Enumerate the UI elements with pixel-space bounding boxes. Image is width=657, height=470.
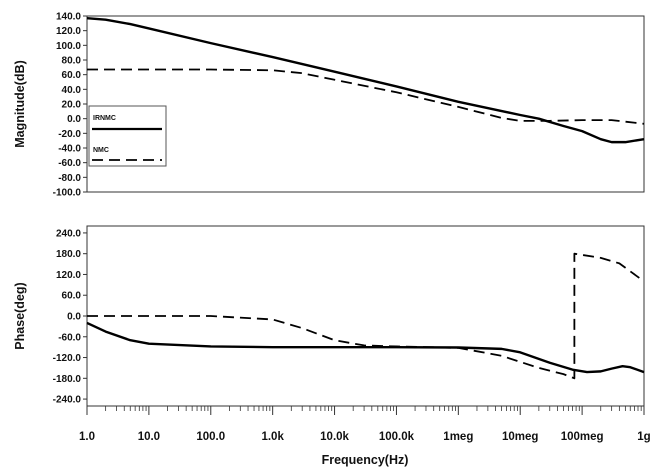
x-tick-label: 10.0 bbox=[138, 431, 160, 443]
magnitude-y-tick-label: 0.0 bbox=[67, 114, 81, 125]
magnitude-y-tick-label: 60.0 bbox=[62, 70, 82, 81]
x-tick-label: 1.0k bbox=[261, 431, 284, 443]
phase-y-axis: 240.0 180.0 120.0 60.0 0.0 -60.0 -120.0 -180.0 -… bbox=[53, 228, 87, 406]
phase-plot-frame bbox=[86, 225, 645, 407]
x-tick-label: 1meg bbox=[443, 431, 473, 443]
magnitude-series bbox=[86, 17, 645, 144]
x-tick-label: 1.0 bbox=[79, 431, 95, 443]
x-tick-label: 100.0 bbox=[196, 431, 225, 443]
phase-y-tick-label: 120.0 bbox=[56, 270, 81, 281]
magnitude-y-axis: 140.0 120.0 100.0 80.0 60.0 40.0 20.0 0.0 -20.0 -… bbox=[53, 12, 87, 199]
magnitude-y-tick-label: 40.0 bbox=[62, 85, 82, 96]
magnitude-y-tick-label: 140.0 bbox=[56, 12, 81, 23]
magnitude-y-tick-label: 100.0 bbox=[56, 41, 81, 52]
magnitude-y-tick-label: -80.0 bbox=[58, 173, 81, 184]
phase-series-nmc bbox=[87, 252, 645, 380]
magnitude-series-nmc bbox=[87, 68, 645, 125]
phase-y-tick-label: -180.0 bbox=[53, 374, 82, 385]
magnitude-y-tick-label: -40.0 bbox=[58, 144, 81, 155]
phase-y-tick-label: 60.0 bbox=[62, 291, 82, 302]
magnitude-y-tick-label: 80.0 bbox=[62, 56, 82, 67]
phase-series-irnmc bbox=[86, 321, 645, 374]
phase-y-tick-label: -60.0 bbox=[58, 332, 81, 343]
magnitude-y-tick-label: -60.0 bbox=[58, 158, 81, 169]
phase-y-tick-label: 180.0 bbox=[56, 249, 81, 260]
magnitude-series-irnmc bbox=[86, 17, 645, 144]
phase-y-tick-label: 0.0 bbox=[67, 312, 81, 323]
magnitude-y-tick-label: -100.0 bbox=[53, 188, 82, 199]
x-tick-label: 10.0k bbox=[320, 431, 349, 443]
legend-label-nmc: NMC bbox=[93, 147, 109, 154]
x-tick-label: 100.0k bbox=[379, 431, 415, 443]
magnitude-y-tick-label: 120.0 bbox=[56, 26, 81, 37]
frequency-x-axis: 1.0 10.0 100.0 1.0k 10.0k 100.0k 1meg 10meg 100m… bbox=[79, 406, 651, 443]
legend-label-irnmc: IRNMC bbox=[93, 115, 116, 122]
phase-y-tick-label: -240.0 bbox=[53, 395, 82, 406]
magnitude-y-tick-label: -20.0 bbox=[58, 129, 81, 140]
magnitude-panel: 140.0 120.0 100.0 80.0 60.0 40.0 20.0 0.0 -20.0 -… bbox=[13, 12, 645, 199]
legend-box bbox=[88, 105, 167, 167]
magnitude-axis-title: Magnitude(dB) bbox=[13, 60, 27, 147]
magnitude-plot-frame bbox=[86, 15, 645, 193]
x-tick-label: 10meg bbox=[502, 431, 538, 443]
phase-panel: 240.0 180.0 120.0 60.0 0.0 -60.0 -120.0 -180.0 -… bbox=[13, 225, 645, 407]
phase-y-tick-label: 240.0 bbox=[56, 228, 81, 239]
phase-y-tick-label: -120.0 bbox=[53, 353, 82, 364]
legend: IRNMC NMC bbox=[88, 105, 167, 167]
x-tick-label: 1g bbox=[637, 431, 650, 443]
phase-series bbox=[86, 252, 645, 380]
magnitude-y-tick-label: 20.0 bbox=[62, 100, 82, 111]
phase-axis-title: Phase(deg) bbox=[13, 282, 27, 349]
x-tick-label: 100meg bbox=[561, 431, 604, 443]
frequency-axis-title: Frequency(Hz) bbox=[322, 453, 409, 467]
